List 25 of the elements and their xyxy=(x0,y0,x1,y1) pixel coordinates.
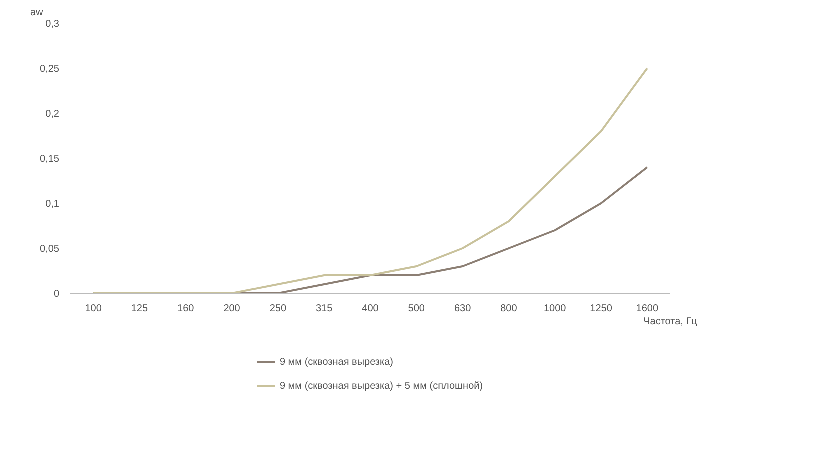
x-tick-label: 800 xyxy=(500,304,518,314)
y-tick-label: 0,25 xyxy=(40,64,60,75)
x-tick-label: 125 xyxy=(131,304,149,314)
x-tick-label: 1600 xyxy=(636,304,659,314)
x-tick-label: 1250 xyxy=(590,304,613,314)
x-tick-label: 400 xyxy=(362,304,380,314)
y-tick-label: 0 xyxy=(54,289,60,300)
x-tick-label: 1000 xyxy=(544,304,567,314)
x-tick-label: 100 xyxy=(85,304,102,314)
legend-label: 9 мм (сквозная вырезка) xyxy=(280,356,394,368)
x-tick-label: 250 xyxy=(270,304,287,314)
y-tick-label: 0,15 xyxy=(40,154,60,165)
y-tick-label: 0,05 xyxy=(40,244,60,255)
y-tick-label: 0,3 xyxy=(46,19,60,30)
y-axis-title: aw xyxy=(30,8,44,18)
x-tick-label: 630 xyxy=(454,304,472,314)
y-tick-label: 0,1 xyxy=(46,199,60,210)
x-axis-title: Частота, Гц xyxy=(644,316,698,328)
legend-label: 9 мм (сквозная вырезка) + 5 мм (сплошной) xyxy=(280,380,484,392)
x-tick-label: 315 xyxy=(316,304,334,314)
x-tick-label: 160 xyxy=(178,304,195,314)
x-tick-label: 200 xyxy=(224,304,241,314)
y-tick-label: 0,2 xyxy=(46,109,60,120)
x-tick-label: 500 xyxy=(408,304,426,314)
line-series xyxy=(92,68,648,294)
